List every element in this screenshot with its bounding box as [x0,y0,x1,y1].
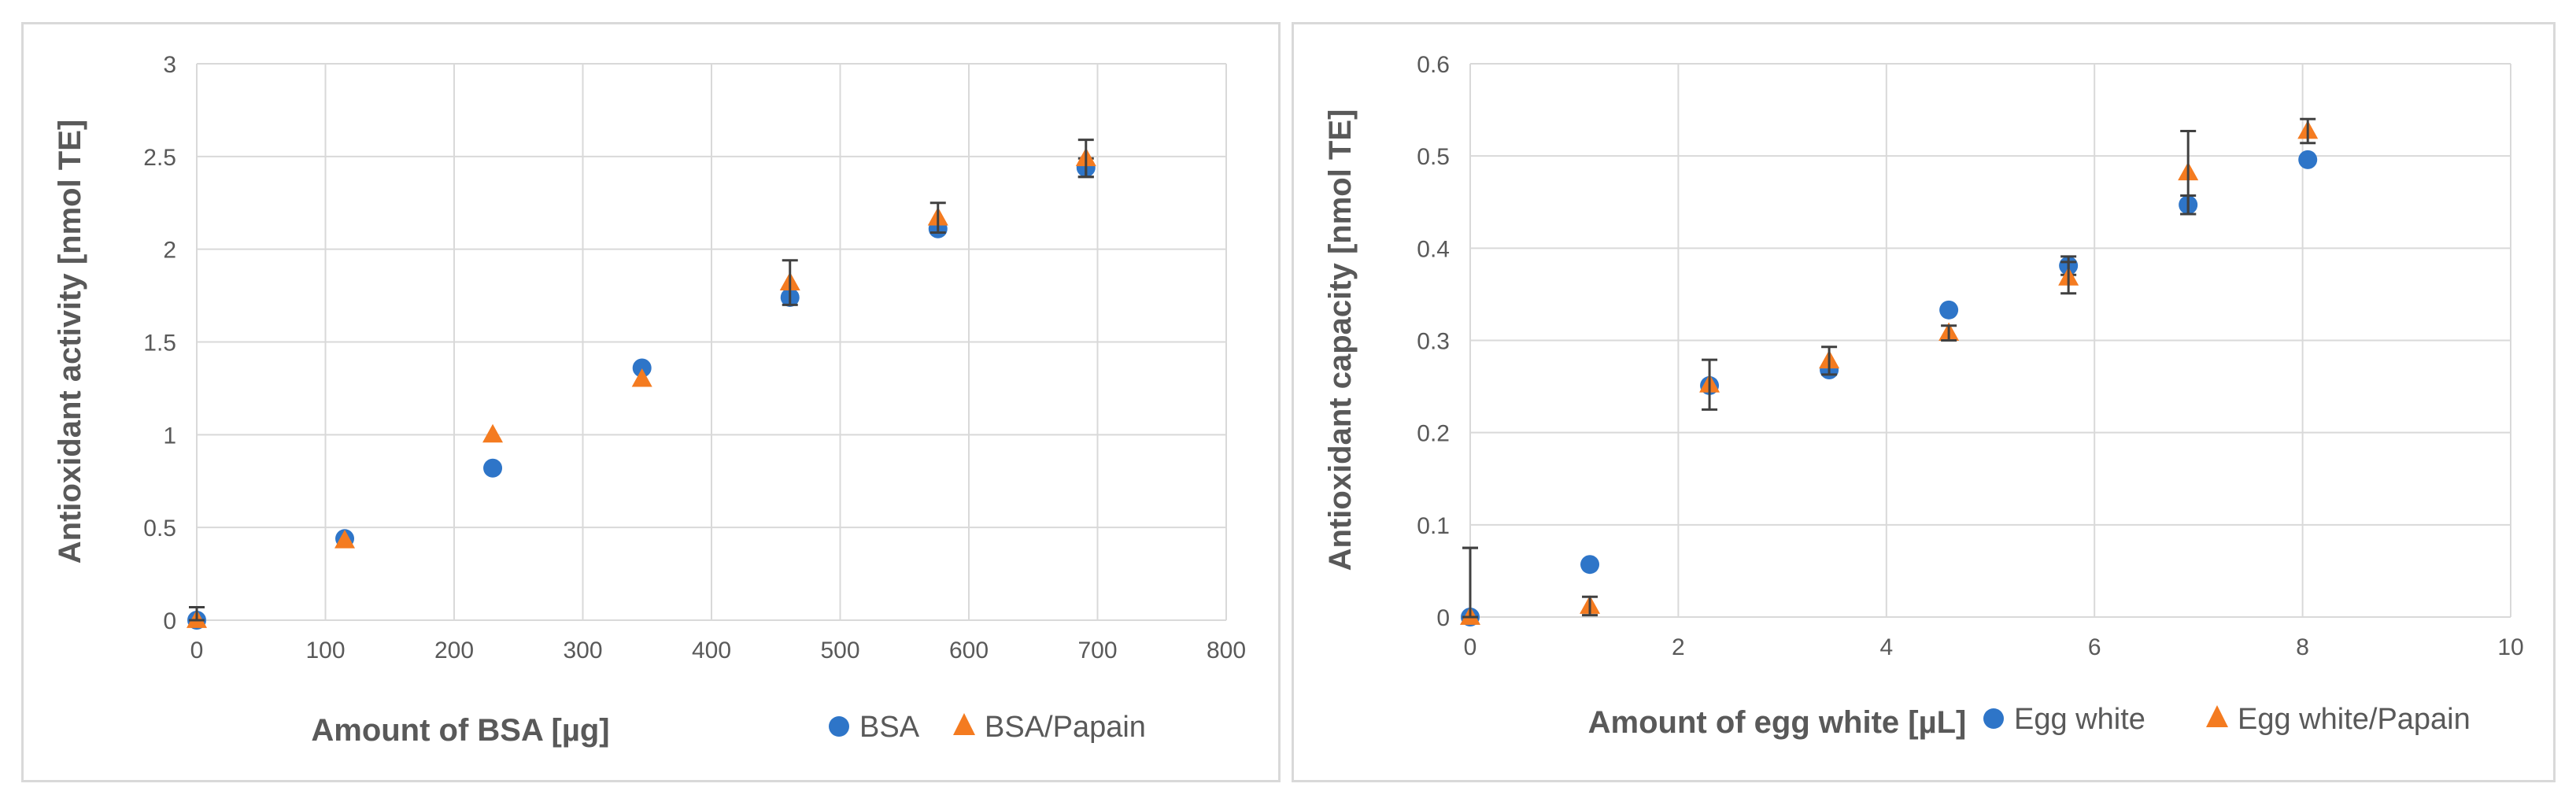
bsa-y-axis-title: Antioxidant activity [nmol TE] [53,120,87,564]
egg-error-bar [2060,261,2077,295]
egg-x-tick-label: 2 [1672,634,1685,660]
egg-point-circle [1939,300,1959,320]
egg-y-tick-label: 0 [1436,605,1450,631]
egg-x-tick-label: 6 [2088,634,2101,660]
chart-bsa: 0 100 200 300 400 500 600 700 800 0 0.5 1 1.5 2 2.5 3 Am… [53,52,1246,748]
egg-y-tick-label: 0.3 [1417,329,1450,355]
egg-error-bar [2300,117,2316,145]
egg-error-bar [1821,346,1838,376]
bsa-y-tick-label: 1.5 [143,331,176,357]
bsa-x-tick-label: 600 [949,638,989,663]
legend-label: Egg white/Papain [2238,703,2471,736]
bsa-y-tick-label: 2.5 [143,145,176,171]
egg-y-tick-label: 0.4 [1417,236,1450,262]
bsa-x-tick-label: 300 [563,638,602,663]
legend-triangle-icon [953,713,975,735]
bsa-x-tick-label: 500 [820,638,859,663]
egg-y-tick-label: 0.1 [1417,513,1450,539]
chart-egg-white: 0 2 4 6 8 10 0 0.1 0.2 0.3 0.4 0.5 0.6 Amount of egg … [1323,52,2524,740]
legend-label: BSA [859,711,920,744]
egg-error-bar [1582,595,1598,617]
bsa-x-tick-label: 400 [692,638,731,663]
bsa-x-tick-label: 700 [1077,638,1117,663]
egg-point-circle [1580,555,1600,575]
bsa-y-tick-label: 1 [163,423,176,449]
egg-error-bar [1702,358,1718,411]
bsa-x-tick-label: 0 [190,638,204,663]
bsa-x-tick-label: 200 [434,638,474,663]
egg-error-bar [2180,130,2197,216]
legend-label: Egg white [2014,703,2145,736]
legend-triangle-icon [2206,705,2228,727]
chart-panel-egg-white: 0 2 4 6 8 10 0 0.1 0.2 0.3 0.4 0.5 0.6 Amount of egg … [1292,22,2556,782]
bsa-error-bar [1077,139,1094,179]
egg-x-axis-title: Amount of egg white [µL] [1588,705,1967,740]
bsa-error-bar [189,606,205,622]
egg-y-tick-label: 0.2 [1417,421,1450,447]
bsa-point-triangle [482,423,504,443]
egg-x-tick-label: 10 [2497,634,2523,660]
bsa-error-bar [930,201,946,234]
egg-x-tick-label: 8 [2296,634,2309,660]
egg-y-axis-title: Antioxidant capacity [nmol TE] [1323,109,1358,571]
bsa-y-tick-label: 3 [163,52,176,78]
bsa-point-circle [632,358,652,378]
egg-x-tick-label: 0 [1464,634,1477,660]
egg-point-circle [2298,150,2318,169]
bsa-y-tick-label: 2 [163,238,176,264]
legend-circle-icon [829,716,849,737]
egg-error-bar [1941,324,1957,342]
legend-circle-icon [1983,708,2004,729]
bsa-error-bar [782,259,798,306]
bsa-x-axis-title: Amount of BSA [µg] [311,713,609,748]
bsa-point-triangle [631,368,652,387]
egg-x-tick-label: 4 [1879,634,1893,660]
egg-y-tick-label: 0.5 [1417,144,1450,170]
bsa-x-tick-label: 800 [1207,638,1246,663]
chart-panel-bsa: 0 100 200 300 400 500 600 700 800 0 0.5 1 1.5 2 2.5 3 Am… [21,22,1281,782]
bsa-y-tick-label: 0 [163,608,176,634]
bsa-y-tick-label: 0.5 [143,516,176,541]
egg-y-tick-label: 0.6 [1417,52,1450,78]
bsa-x-tick-label: 100 [305,638,345,663]
bsa-point-triangle [334,530,356,549]
bsa-point-circle [483,458,503,478]
egg-error-bar [1462,546,1478,619]
legend-label: BSA/Papain [985,711,1146,744]
